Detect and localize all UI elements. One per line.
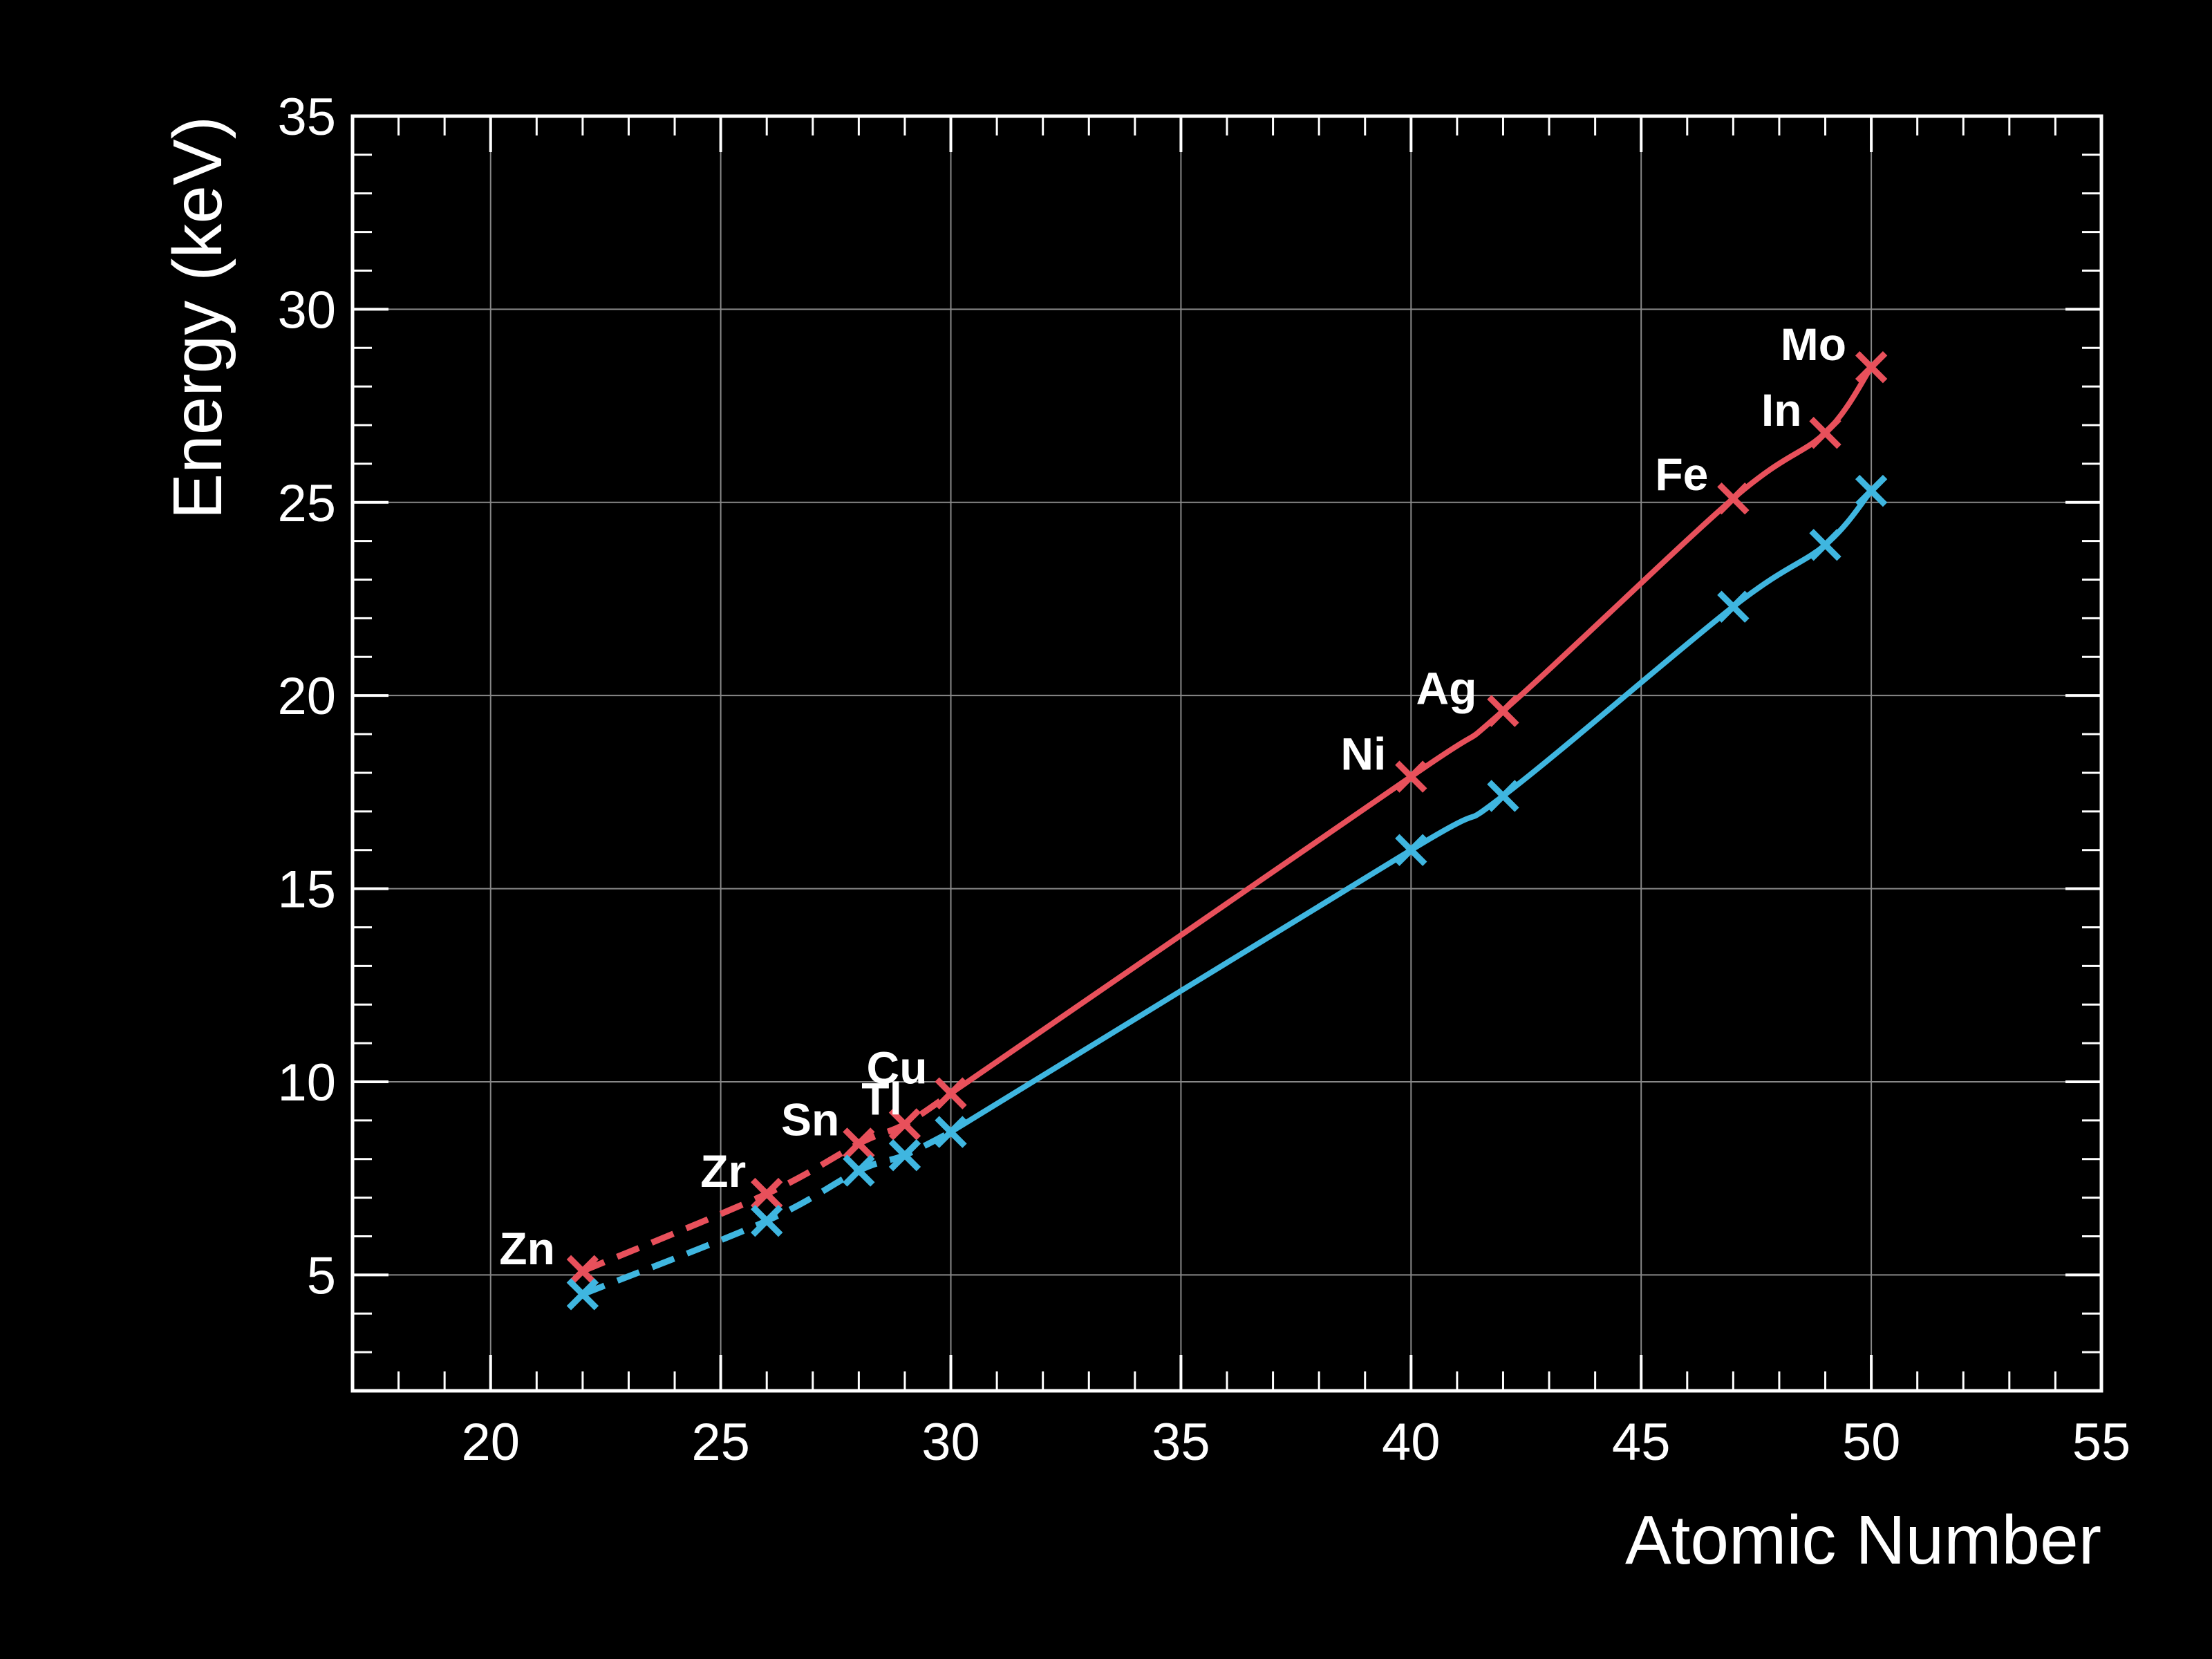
y-axis-title: Energy (keV) xyxy=(159,116,236,520)
data-point xyxy=(751,1177,783,1210)
data-point xyxy=(566,1255,599,1287)
data-point xyxy=(935,1116,967,1148)
data-label: Fe xyxy=(1655,449,1708,500)
y-tick-label: 20 xyxy=(277,667,336,726)
data-point xyxy=(1487,695,1519,727)
x-tick-label: 35 xyxy=(1152,1413,1210,1472)
data-label: Tl xyxy=(861,1073,902,1124)
x-axis-title: Atomic Number xyxy=(1625,1501,2101,1579)
y-tick-label: 15 xyxy=(277,861,336,919)
x-tick-label: 45 xyxy=(1612,1413,1671,1472)
data-point xyxy=(751,1204,783,1237)
markers xyxy=(566,351,1888,1311)
data-label: In xyxy=(1761,384,1802,435)
data-label: Sn xyxy=(781,1094,839,1145)
grid xyxy=(353,116,2101,1391)
x-tick-label: 30 xyxy=(921,1413,980,1472)
data-point xyxy=(1717,590,1750,623)
data-point xyxy=(843,1154,875,1187)
data-label: Mo xyxy=(1781,319,1846,370)
plot-frame xyxy=(350,114,2103,1393)
y-tick-label: 10 xyxy=(277,1053,336,1112)
y-tick-label: 30 xyxy=(277,281,336,339)
data-point xyxy=(1855,351,1888,384)
x-tick-label: 25 xyxy=(691,1413,750,1472)
x-tick-label: 20 xyxy=(461,1413,520,1472)
data-point xyxy=(843,1127,875,1160)
data-point xyxy=(888,1138,921,1172)
data-label: Zr xyxy=(700,1145,746,1197)
data-point xyxy=(1487,780,1519,812)
data-point xyxy=(1395,834,1427,866)
data-label: Ni xyxy=(1340,729,1386,780)
data-point xyxy=(1809,529,1841,561)
minor-ticks xyxy=(351,115,2103,1392)
data-point xyxy=(1395,760,1427,793)
y-tick-label: 35 xyxy=(277,88,336,147)
data-point xyxy=(1717,482,1750,515)
data-point xyxy=(935,1077,967,1109)
y-tick-label: 5 xyxy=(307,1246,336,1305)
data-label: Ag xyxy=(1416,663,1477,714)
data-point xyxy=(1855,474,1888,507)
data-label: Cu xyxy=(867,1042,928,1094)
x-tick-label: 50 xyxy=(1842,1413,1901,1472)
data-point xyxy=(888,1108,921,1141)
x-tick-label: 55 xyxy=(2072,1413,2131,1472)
data-point xyxy=(566,1278,599,1311)
data-point xyxy=(1809,417,1841,449)
y-tick-label: 25 xyxy=(277,474,336,533)
data-label: Zn xyxy=(499,1223,555,1274)
x-tick-label: 40 xyxy=(1382,1413,1441,1472)
